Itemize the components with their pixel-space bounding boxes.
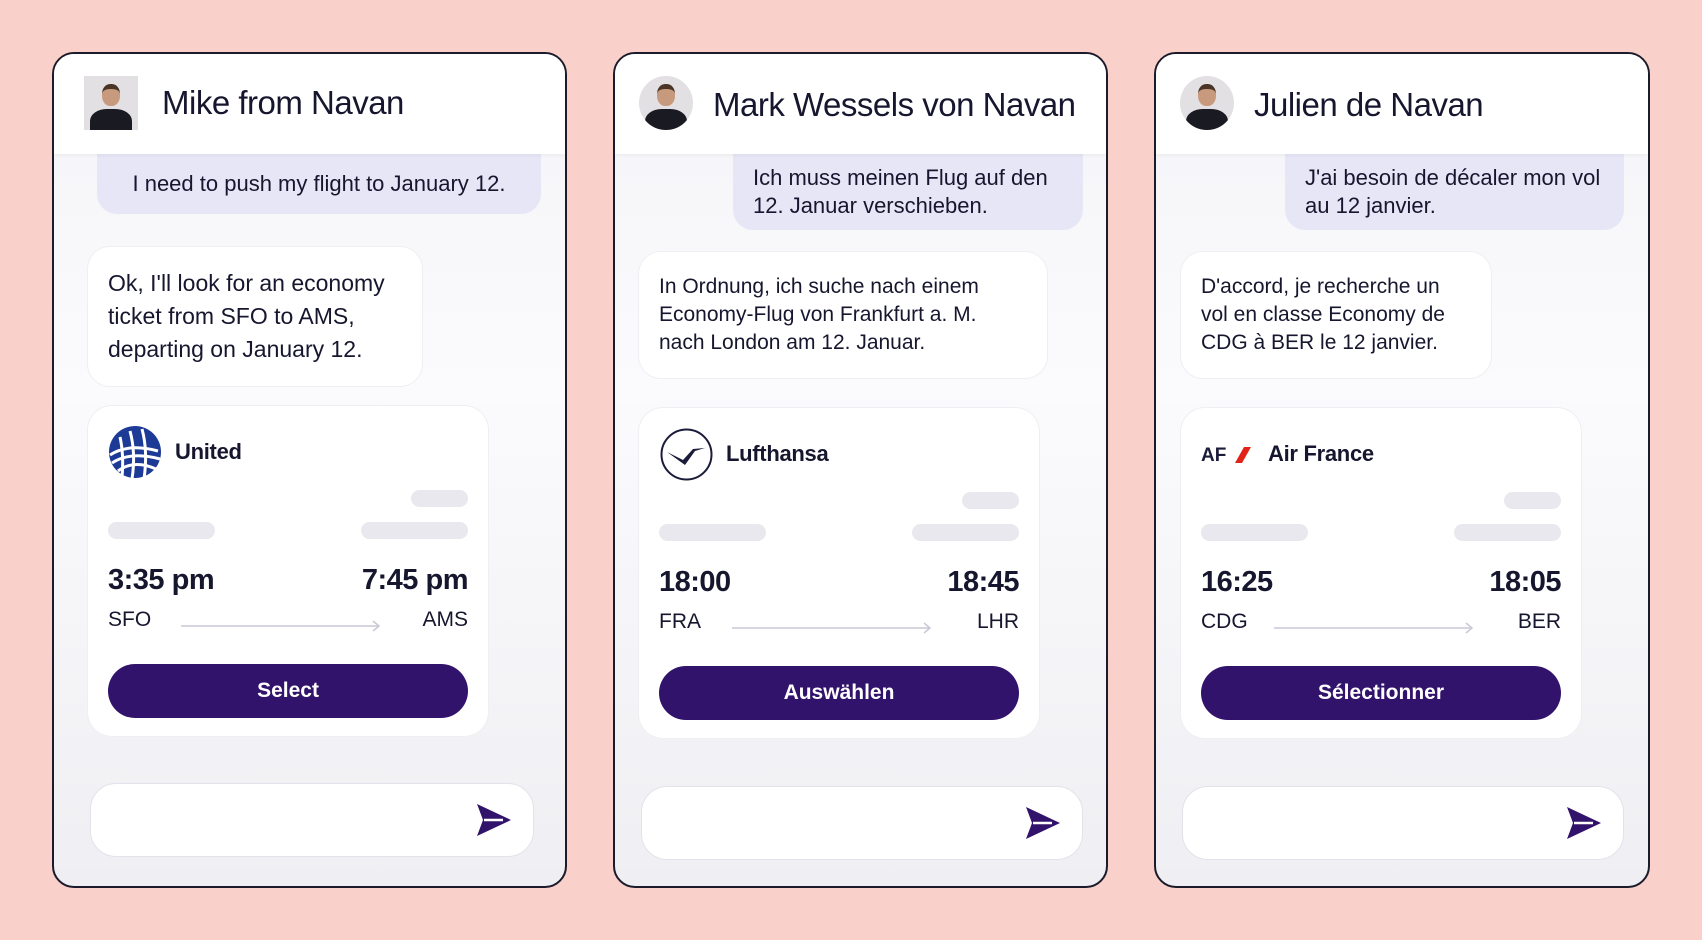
send-icon[interactable] xyxy=(1024,805,1062,841)
destination-code: AMS xyxy=(422,608,468,631)
air-france-logo: AF xyxy=(1201,427,1256,482)
flight-card: Lufthansa 18:00 18:45 FRA LHR Auswählen xyxy=(639,408,1039,738)
user-message-bubble: I need to push my flight to January 12. xyxy=(97,144,541,214)
placeholder-bar xyxy=(411,490,468,507)
chat-header: Mike from Navan xyxy=(54,54,565,154)
select-flight-button[interactable]: Sélectionner xyxy=(1201,666,1561,720)
placeholder-bar xyxy=(108,522,215,539)
user-message-text: I need to push my flight to January 12. xyxy=(132,171,506,196)
agent-avatar xyxy=(84,76,138,130)
destination-code: BER xyxy=(1517,610,1561,633)
placeholder-bar xyxy=(962,492,1019,509)
placeholder-bar xyxy=(1504,492,1561,509)
arrival-time: 7:45 pm xyxy=(361,564,469,596)
flight-card: United 3:35 pm 7:45 pm SFO AMS Select xyxy=(88,406,488,736)
airline-name: Air France xyxy=(1268,441,1374,466)
departure-time: 3:35 pm xyxy=(108,564,215,596)
departure-time: 18:00 xyxy=(659,566,731,598)
agent-name: Julien de Navan xyxy=(1254,86,1484,123)
destination-code: LHR xyxy=(976,610,1019,633)
route-arrow-icon xyxy=(181,620,381,632)
select-flight-button[interactable]: Auswählen xyxy=(659,666,1019,720)
agent-avatar xyxy=(1180,76,1234,130)
united-globe-icon xyxy=(108,425,163,480)
chat-panel: Mike from Navan I need to push my flight… xyxy=(52,52,567,888)
placeholder-bar xyxy=(659,524,766,541)
origin-code: CDG xyxy=(1201,610,1248,633)
send-icon[interactable] xyxy=(475,802,513,838)
user-message-bubble: J'ai besoin de décaler mon vol au 12 jan… xyxy=(1285,144,1624,230)
user-message-text: J'ai besoin de décaler mon vol au 12 jan… xyxy=(1305,165,1601,218)
agent-name: Mark Wessels von Navan xyxy=(713,86,1076,123)
chat-panel: Julien de Navan J'ai besoin de décaler m… xyxy=(1154,52,1650,888)
route-arrow-icon xyxy=(732,622,932,634)
origin-code: FRA xyxy=(659,610,701,633)
message-input[interactable] xyxy=(90,783,534,857)
assistant-message-text: In Ordnung, ich suche nach einem Economy… xyxy=(659,275,979,354)
lufthansa-crane-icon xyxy=(659,427,714,482)
agent-avatar xyxy=(639,76,693,130)
user-message-bubble: Ich muss meinen Flug auf den 12. Januar … xyxy=(733,144,1083,230)
flight-card: AF Air France 16:25 18:05 CDG BER Sélect… xyxy=(1181,408,1581,738)
placeholder-bar xyxy=(361,522,468,539)
chat-panel: Mark Wessels von Navan Ich muss meinen F… xyxy=(613,52,1108,888)
agent-name: Mike from Navan xyxy=(162,84,404,121)
chat-header: Julien de Navan xyxy=(1156,54,1648,154)
user-message-text: Ich muss meinen Flug auf den 12. Januar … xyxy=(753,165,1048,218)
departure-time: 16:25 xyxy=(1201,566,1273,598)
placeholder-bar xyxy=(1201,524,1308,541)
message-input[interactable] xyxy=(641,786,1083,860)
origin-code: SFO xyxy=(108,608,152,631)
message-input[interactable] xyxy=(1182,786,1624,860)
arrival-time: 18:45 xyxy=(947,566,1019,598)
placeholder-bar xyxy=(1454,524,1561,541)
assistant-message-bubble: Ok, I'll look for an economy ticket from… xyxy=(88,247,422,386)
chat-header: Mark Wessels von Navan xyxy=(615,54,1106,154)
assistant-message-text: Ok, I'll look for an economy ticket from… xyxy=(108,270,385,362)
assistant-message-bubble: D'accord, je recherche un vol en classe … xyxy=(1181,252,1491,378)
send-icon[interactable] xyxy=(1565,805,1603,841)
assistant-message-text: D'accord, je recherche un vol en classe … xyxy=(1201,275,1445,354)
airline-name: Lufthansa xyxy=(726,441,829,466)
assistant-message-bubble: In Ordnung, ich suche nach einem Economy… xyxy=(639,252,1047,378)
airline-name: United xyxy=(175,439,242,464)
placeholder-bar xyxy=(912,524,1019,541)
svg-text:AF: AF xyxy=(1201,445,1226,466)
arrival-time: 18:05 xyxy=(1489,566,1561,598)
select-flight-button[interactable]: Select xyxy=(108,664,468,718)
route-arrow-icon xyxy=(1274,622,1474,634)
